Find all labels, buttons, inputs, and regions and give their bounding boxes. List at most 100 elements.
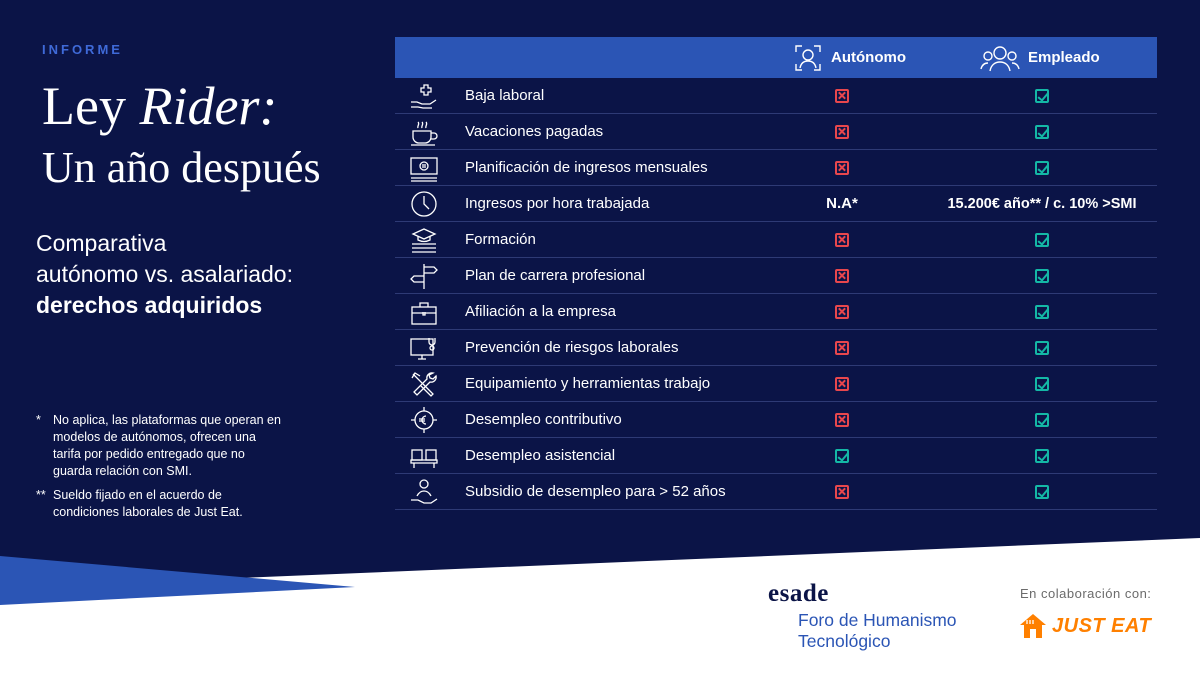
comparison-table: Autónomo Empleado Baja laboral Vacaciones…: [395, 37, 1157, 510]
esade-logo: esade Foro de Humanismo Tecnológico: [768, 580, 957, 652]
cross-icon: [835, 304, 849, 319]
tools-icon: [411, 372, 437, 397]
table-row: Equipamiento y herramientas trabajo: [395, 366, 1157, 402]
cross-icon: [835, 160, 849, 175]
subtitle-bold: derechos adquiridos: [36, 292, 263, 318]
table-row: Prevención de riesgos laborales: [395, 330, 1157, 366]
esade-wordmark: esade: [768, 580, 829, 607]
signpost-icon: [410, 264, 438, 289]
row-label: Afiliación a la empresa: [465, 303, 616, 320]
table-body: Baja laboral Vacaciones pagadas Planificac…: [395, 78, 1157, 510]
cross-icon: [835, 124, 849, 139]
row-label: Plan de carrera profesional: [465, 267, 646, 284]
autonomo-cell: [832, 446, 852, 466]
autonomo-cell: [832, 86, 852, 106]
autonomo-cell: [832, 482, 852, 502]
table-row: Planificación de ingresos mensuales: [395, 150, 1157, 186]
footnote: ** Sueldo fijado en el acuerdo de condic…: [36, 487, 286, 521]
cross-icon: [835, 268, 849, 283]
footnote-mark: *: [36, 413, 41, 427]
euro-cycle-icon: [411, 407, 437, 433]
empleado-cell: [1032, 302, 1052, 322]
table-row: Ingresos por hora trabajada N.A* 15.200€ a…: [395, 186, 1157, 222]
empleado-cell: [1032, 266, 1052, 286]
foro-name: Foro de Humanismo Tecnológico: [798, 610, 957, 652]
autonomo-cell: [832, 158, 852, 178]
coffee-cup-icon: [411, 121, 438, 146]
footnotes: * No aplica, las plataformas que operan …: [36, 412, 286, 528]
row-label: Desempleo asistencial: [465, 447, 616, 464]
autonomo-cell: [832, 338, 852, 358]
table-row: Desempleo asistencial: [395, 438, 1157, 474]
table-header: Autónomo Empleado: [395, 37, 1157, 78]
check-icon: [1035, 376, 1049, 391]
cross-icon: [835, 88, 849, 103]
empleado-cell: [1032, 374, 1052, 394]
empleado-cell: [1032, 230, 1052, 250]
row-label: Prevención de riesgos laborales: [465, 339, 679, 356]
cross-icon: [835, 412, 849, 427]
check-icon: [1035, 412, 1049, 427]
foro-line2: Tecnológico: [798, 631, 891, 651]
cross-icon: [835, 340, 849, 355]
foro-line1: Foro de Humanismo: [798, 610, 957, 630]
autonomo-cell: [832, 122, 852, 142]
check-icon: [835, 448, 849, 463]
empleado-cell: [1032, 86, 1052, 106]
row-label: Subsidio de desempleo para > 52 años: [465, 483, 726, 500]
empleado-cell: [1032, 338, 1052, 358]
justeat-house-icon: [1020, 614, 1046, 638]
column-header-empleado: Empleado: [980, 43, 1100, 73]
row-label: Vacaciones pagadas: [465, 123, 604, 140]
row-label: Desempleo contributivo: [465, 411, 622, 428]
empleado-value: 15.200€ año** / c. 10% >SMI: [947, 195, 1137, 212]
clock-icon: [411, 191, 437, 217]
column-label-autonomo: Autónomo: [831, 49, 906, 66]
empleado-cell: [1032, 122, 1052, 142]
check-icon: [1035, 88, 1049, 103]
page-title-line2: Un año después: [42, 143, 321, 192]
monitor-health-icon: [410, 338, 436, 360]
justeat-logo: JUST EAT: [1018, 612, 1151, 640]
cross-icon: [835, 376, 849, 391]
footnote-text: No aplica, las plataformas que operan en…: [53, 413, 281, 478]
check-icon: [1035, 160, 1049, 175]
page-title: Ley Rider:: [42, 76, 277, 136]
graduation-books-icon: [411, 228, 437, 253]
row-label: Baja laboral: [465, 87, 545, 104]
table-row: Desempleo contributivo: [395, 402, 1157, 438]
footnote-text: Sueldo fijado en el acuerdo de condicion…: [53, 488, 243, 519]
row-label: Ingresos por hora trabajada: [465, 195, 650, 212]
check-icon: [1035, 484, 1049, 499]
autonomo-value: N.A*: [826, 195, 858, 212]
hand-person-icon: [411, 479, 438, 504]
empleado-cell: [1032, 410, 1052, 430]
table-row: Subsidio de desempleo para > 52 años: [395, 474, 1157, 510]
briefcase-icon: [411, 302, 437, 325]
kicker-label: INFORME: [42, 42, 123, 57]
table-row: Afiliación a la empresa: [395, 294, 1157, 330]
table-row: Plan de carrera profesional: [395, 258, 1157, 294]
waiting-seats-icon: [410, 449, 438, 468]
collaboration-label: En colaboración con:: [1020, 586, 1152, 601]
euro-banknote-icon: [410, 157, 438, 182]
subtitle-line2: autónomo vs. asalariado:: [36, 261, 293, 287]
check-icon: [1035, 232, 1049, 247]
row-label: Formación: [465, 231, 536, 248]
check-icon: [1035, 340, 1049, 355]
freelancer-person-icon: [795, 44, 821, 71]
autonomo-cell: [832, 410, 852, 430]
blue-wedge: [0, 556, 355, 605]
title-part1: Ley: [42, 76, 126, 136]
row-label: Planificación de ingresos mensuales: [465, 159, 708, 176]
check-icon: [1035, 124, 1049, 139]
footnote: * No aplica, las plataformas que operan …: [36, 412, 286, 480]
check-icon: [1035, 448, 1049, 463]
employees-group-icon: [980, 45, 1020, 71]
autonomo-cell: [832, 230, 852, 250]
check-icon: [1035, 268, 1049, 283]
title-part2: Rider:: [139, 76, 278, 136]
autonomo-cell: [832, 266, 852, 286]
medical-hand-icon: [411, 84, 437, 109]
